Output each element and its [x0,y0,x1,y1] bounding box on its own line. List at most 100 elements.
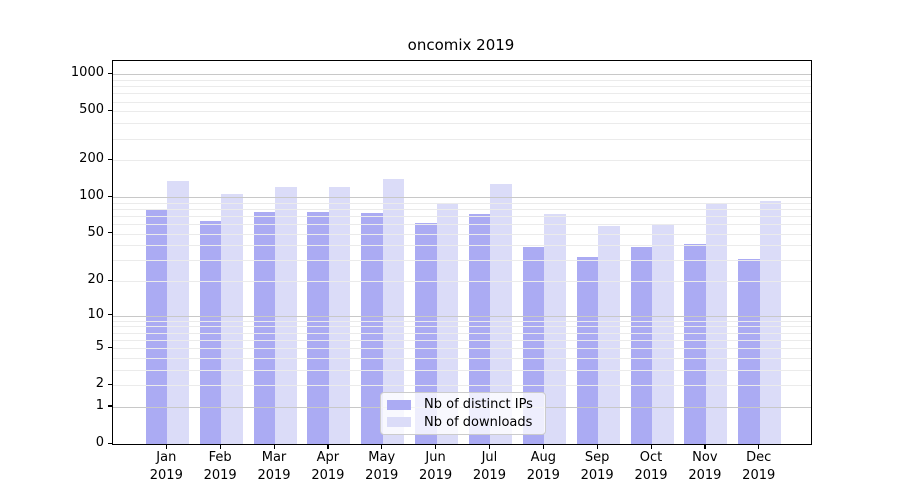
gridline-minor-5 [113,348,811,350]
x-tick-mark-aug [542,444,544,450]
bar-downloads-aug [544,213,566,444]
y-tick-label-50: 50 [87,224,104,240]
gridline-minor-800 [113,86,811,88]
gridline-minor-200 [113,160,811,162]
x-tick-label-jul: Jul 2019 [472,450,506,483]
bar-ips-sep [576,256,599,444]
plot-area: Nb of distinct IPs Nb of downloads [112,60,812,445]
gridline-minor-40 [113,245,811,247]
x-tick-mark-feb [219,444,221,450]
x-tick-mark-mar [273,444,275,450]
gridline-minor-8 [113,326,811,328]
y-tick-mark-5 [108,346,112,348]
y-tick-mark-20 [108,279,112,281]
bar-downloads-jul [490,183,512,444]
x-tick-label-may: May 2019 [365,450,399,483]
bar-ips-apr [307,212,329,444]
gridline-minor-3 [113,369,811,371]
x-tick-label-jan: Jan 2019 [149,450,183,483]
gridline-minor-500 [113,111,811,113]
x-tick-mark-may [381,444,383,450]
bar-downloads-feb [221,194,243,444]
y-tick-label-5: 5 [95,339,104,355]
y-tick-mark-200 [108,158,112,160]
bar-ips-mar [253,211,275,444]
bar-ips-jul [468,213,491,444]
bar-downloads-nov [705,203,728,444]
y-tick-label-500: 500 [79,102,104,118]
x-tick-mark-oct [650,444,652,450]
gridline-minor-80 [113,208,811,210]
x-tick-mark-sep [596,444,598,450]
y-tick-label-1: 1 [95,397,104,413]
y-tick-label-10: 10 [87,306,104,322]
x-tick-label-jun: Jun 2019 [419,450,453,483]
x-tick-mark-jun [435,444,437,450]
gridline-minor-700 [113,93,811,95]
gridline-major-1000 [113,74,811,76]
x-tick-mark-dec [758,444,760,450]
gridline-minor-20 [113,281,811,283]
y-tick-mark-50 [108,232,112,234]
gridline-major-100 [113,197,811,199]
y-tick-label-2: 2 [95,376,104,392]
y-tick-mark-1 [108,405,112,407]
x-tick-mark-apr [327,444,329,450]
x-tick-label-aug: Aug 2019 [526,450,560,483]
gridline-minor-300 [113,138,811,140]
bar-downloads-dec [759,200,782,444]
x-tick-mark-jul [488,444,491,450]
bar-ips-feb [199,220,222,444]
x-tick-label-nov: Nov 2019 [688,450,722,483]
gridline-minor-6 [113,339,811,341]
legend-swatch-downloads-icon [387,417,411,428]
gridline-minor-400 [113,123,811,125]
bar-downloads-jan [167,181,189,444]
bar-downloads-oct [652,224,674,444]
x-tick-label-apr: Apr 2019 [311,450,345,483]
bar-downloads-sep [598,225,620,444]
chart-title: oncomix 2019 [407,36,515,54]
legend-label-downloads: Nb of downloads [424,414,533,430]
y-tick-label-0: 0 [95,435,104,450]
y-tick-mark-10 [108,314,112,316]
bar-ips-nov [684,244,706,444]
bar-ips-oct [630,246,652,444]
gridline-minor-9 [113,320,811,322]
y-tick-mark-1000 [108,72,112,74]
y-tick-mark-0 [108,442,112,444]
x-tick-label-feb: Feb 2019 [203,450,237,483]
x-tick-label-mar: Mar 2019 [257,450,291,483]
bar-downloads-mar [275,187,297,444]
legend-item-downloads: Nb of downloads [387,414,539,432]
gridline-minor-70 [113,215,811,217]
y-tick-label-1000: 1000 [70,65,104,81]
x-tick-mark-nov [704,444,706,450]
gridline-minor-50 [113,233,811,235]
legend-item-distinct-ips: Nb of distinct IPs [387,396,539,414]
bar-downloads-apr [328,186,351,444]
y-tick-mark-500 [108,109,112,112]
bar-ips-dec [738,258,760,444]
gridline-minor-7 [113,332,811,334]
legend-label-distinct-ips: Nb of distinct IPs [424,397,533,413]
y-tick-mark-2 [108,383,112,385]
x-tick-label-oct: Oct 2019 [634,450,668,483]
bar-ips-may [361,212,383,444]
y-tick-label-20: 20 [87,272,104,288]
bar-downloads-jun [436,203,459,444]
gridline-minor-90 [113,202,811,204]
gridline-minor-600 [113,101,811,103]
legend-swatch-distinct-ips-icon [387,399,411,410]
x-tick-label-sep: Sep 2019 [580,450,614,483]
y-tick-label-200: 200 [79,151,104,167]
gridline-minor-60 [113,224,811,226]
gridline-major-10 [113,315,811,317]
legend: Nb of distinct IPs Nb of downloads [380,392,546,435]
y-tick-mark-100 [108,195,112,197]
gridline-minor-900 [113,79,811,81]
x-tick-label-dec: Dec 2019 [742,450,776,483]
y-tick-label-100: 100 [79,188,104,204]
gridline-minor-2 [113,385,811,387]
